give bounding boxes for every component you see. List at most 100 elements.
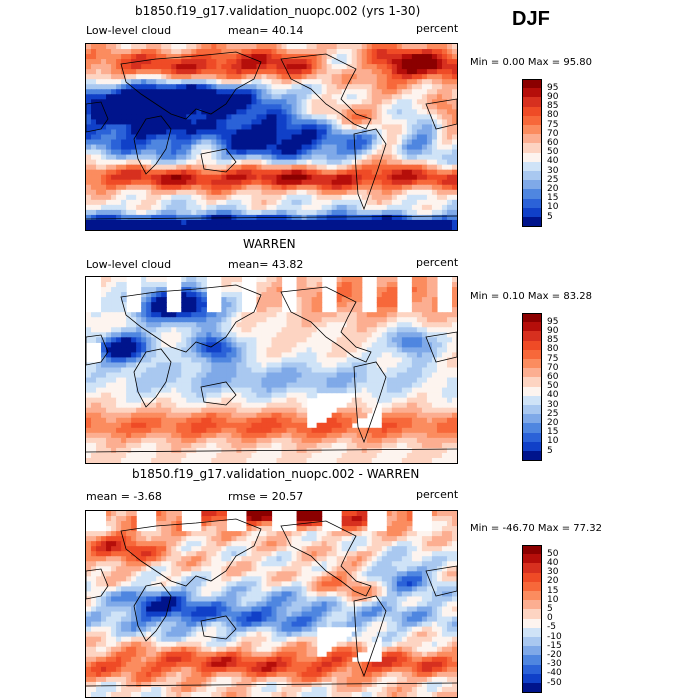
map-cell <box>301 357 308 364</box>
map-cell <box>416 124 423 131</box>
map-cell <box>371 199 378 206</box>
map-cell <box>396 94 403 100</box>
map-cell <box>161 224 167 230</box>
map-cell <box>261 357 268 364</box>
map-cell <box>201 282 207 288</box>
map-cell <box>336 89 343 95</box>
map-cell <box>86 437 92 444</box>
map-cell <box>141 139 147 146</box>
map-cell <box>186 59 192 65</box>
map-cell <box>201 114 207 121</box>
map-cell <box>321 134 328 141</box>
map-cell <box>186 357 192 364</box>
map-cell <box>131 159 137 166</box>
map-cell <box>241 387 248 394</box>
map-cell <box>261 367 268 374</box>
map-cell <box>261 224 268 230</box>
map-cell <box>201 277 207 283</box>
map-cell <box>426 287 433 293</box>
map-cell <box>351 114 358 121</box>
map-cell <box>391 287 398 293</box>
map-cell <box>211 432 217 439</box>
map-cell <box>431 347 438 354</box>
map-cell <box>391 337 398 343</box>
map-cell <box>421 154 428 161</box>
map-cell <box>386 317 393 323</box>
map-cell <box>196 219 202 226</box>
map-cell <box>141 194 147 201</box>
map-cell <box>96 402 102 409</box>
map-cell <box>146 437 152 444</box>
map-cell <box>116 204 122 211</box>
map-cell <box>191 307 197 313</box>
map-cell <box>386 322 393 328</box>
map-cell <box>156 159 162 166</box>
map-cell <box>141 89 147 95</box>
map-cell <box>416 204 423 211</box>
map-cell <box>341 119 348 126</box>
map-cell <box>181 149 187 156</box>
map-cell <box>96 417 102 424</box>
map-cell <box>336 327 343 333</box>
map-cell <box>241 119 248 126</box>
map-cell <box>191 204 197 211</box>
map-cell <box>356 307 363 313</box>
map-cell <box>141 124 147 131</box>
map-cell <box>421 159 428 166</box>
map-cell <box>346 74 353 80</box>
map-cell <box>201 307 207 313</box>
map-cell <box>86 327 92 333</box>
map-cell <box>381 159 388 166</box>
map-cell <box>126 99 132 105</box>
map-cell <box>151 392 157 399</box>
map-cell <box>291 94 298 100</box>
map-cell <box>181 74 187 80</box>
map-cell <box>381 219 388 226</box>
map-cell <box>216 397 222 404</box>
map-cell <box>251 79 258 85</box>
map-cell <box>191 149 197 156</box>
map-cell <box>446 347 453 354</box>
map-cell <box>206 64 212 70</box>
map-cell <box>316 282 323 288</box>
map-cell <box>381 277 388 283</box>
map-cell <box>126 59 132 65</box>
map-cell <box>211 69 217 75</box>
map-cell <box>166 184 172 191</box>
map-cell <box>236 199 243 206</box>
map-cell <box>296 402 303 409</box>
map-cell <box>331 114 338 121</box>
map-cell <box>86 194 92 201</box>
map-cell <box>101 59 107 65</box>
map-cell <box>181 422 187 429</box>
map-cell <box>91 362 97 369</box>
map-cell <box>341 372 348 379</box>
map-cell <box>171 209 177 216</box>
map-cell <box>396 347 403 354</box>
map-cell <box>221 437 227 444</box>
map-cell <box>321 214 328 221</box>
map-cell <box>126 189 132 196</box>
map-cell <box>346 84 353 90</box>
map-cell <box>341 219 348 226</box>
map-cell <box>231 114 237 121</box>
map-cell <box>351 292 358 298</box>
map-cell <box>296 347 303 354</box>
map-cell <box>406 119 413 126</box>
map-cell <box>256 194 263 201</box>
map-cell <box>276 402 283 409</box>
map-cell <box>416 79 423 85</box>
map-cell <box>266 94 273 100</box>
map-cell <box>211 209 217 216</box>
map-cell <box>346 437 353 444</box>
map-cell <box>146 224 152 230</box>
map-cell <box>241 407 248 414</box>
map-cell <box>451 224 457 230</box>
map-cell <box>86 109 92 115</box>
map-cell <box>336 302 343 308</box>
map-cell <box>231 109 237 115</box>
map-cell <box>306 317 313 323</box>
map-cell <box>96 397 102 404</box>
map-cell <box>221 184 227 191</box>
map-cell <box>236 342 243 348</box>
